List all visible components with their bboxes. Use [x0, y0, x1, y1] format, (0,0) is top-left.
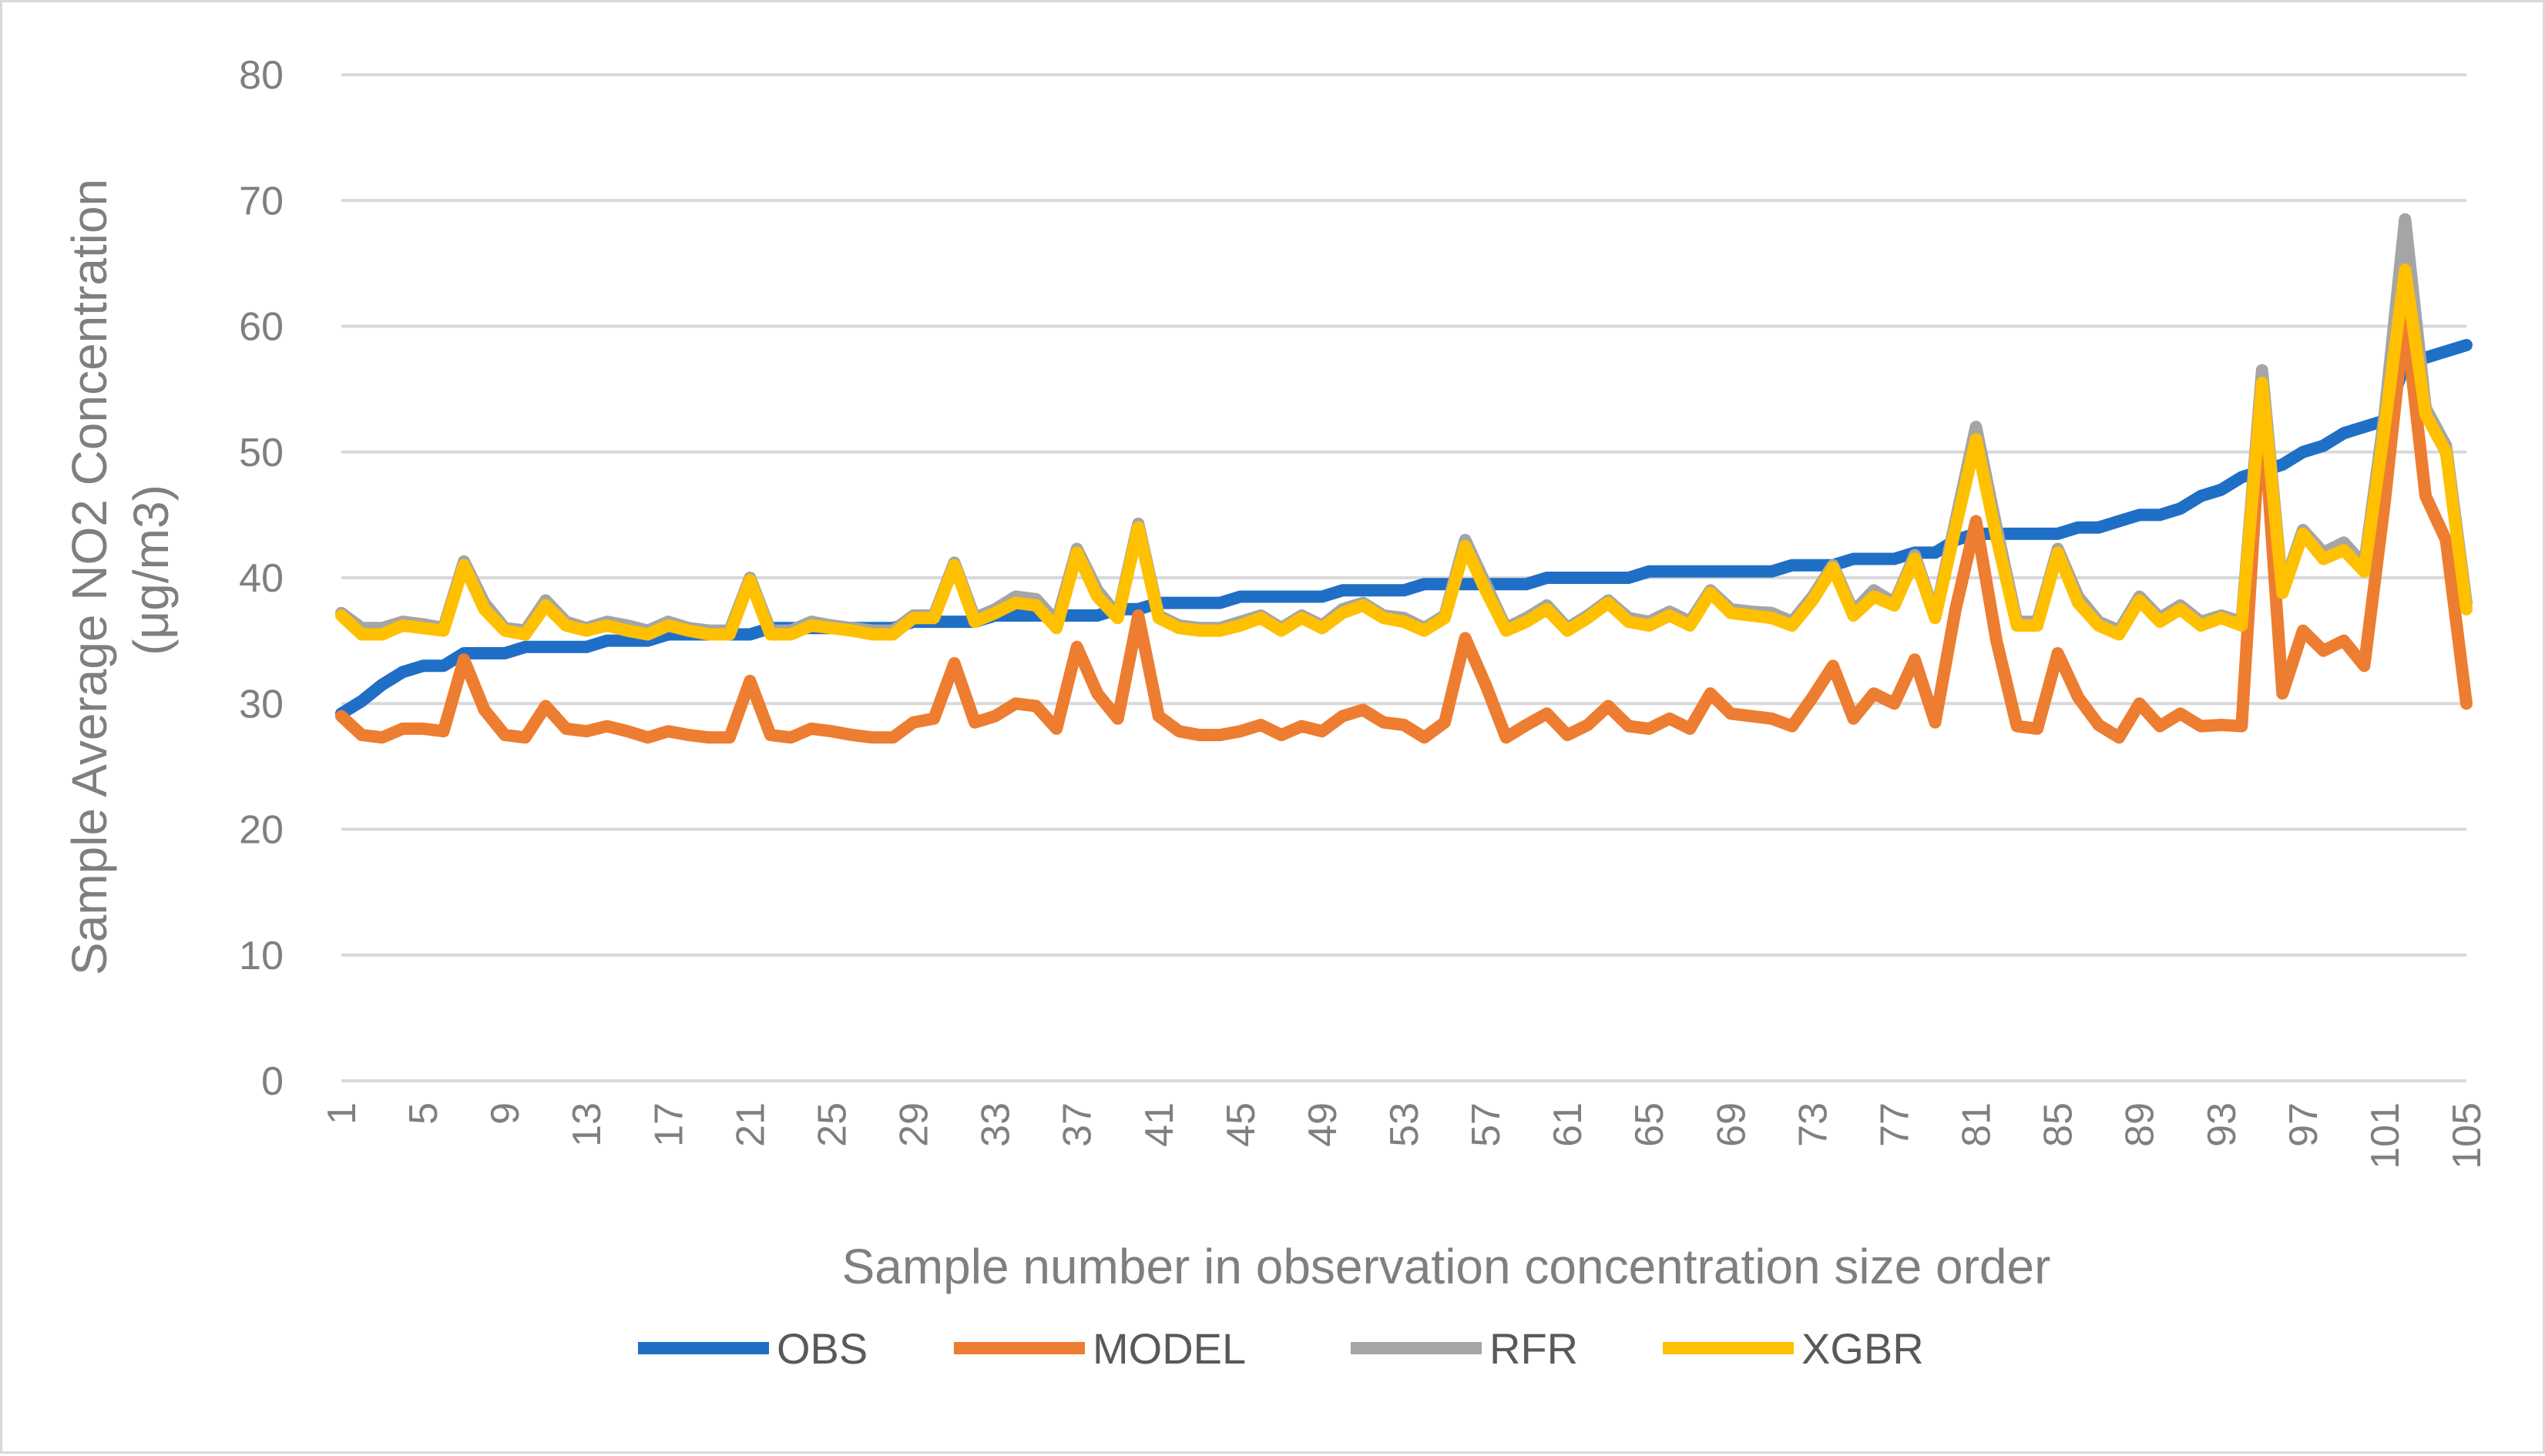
- x-tick-label: 61: [1546, 1102, 1590, 1147]
- gridlines: [341, 73, 2466, 1082]
- x-tick-label: 17: [646, 1102, 691, 1147]
- x-tick-label: 73: [1791, 1102, 1835, 1147]
- y-tick-label: 40: [239, 556, 284, 601]
- x-tick-label: 21: [728, 1102, 773, 1147]
- y-tick-label: 20: [239, 808, 284, 853]
- x-tick-label: 81: [1955, 1102, 1999, 1147]
- x-tick-label: 97: [2281, 1102, 2326, 1147]
- y-tick-label: 60: [239, 305, 284, 350]
- y-tick-label: 80: [239, 53, 284, 98]
- series-lines: [335, 213, 2473, 744]
- y-tick-label: 70: [239, 179, 284, 223]
- legend-label-rfr: RFR: [1489, 1324, 1578, 1373]
- y-axis-tick-labels: 0 10 20 30 40 50 60 70 80: [239, 53, 284, 1104]
- x-tick-label: 85: [2036, 1102, 2081, 1147]
- y-axis-title-line-2: (μg/m3): [123, 485, 179, 656]
- x-tick-label: 93: [2200, 1102, 2245, 1147]
- x-tick-label: 41: [1137, 1102, 1182, 1147]
- x-tick-label: 5: [401, 1102, 446, 1125]
- x-tick-label: 65: [1627, 1102, 1672, 1147]
- x-tick-label: 49: [1301, 1102, 1345, 1147]
- series-line-obs: [335, 339, 2473, 720]
- legend-label-model: MODEL: [1093, 1324, 1246, 1373]
- x-tick-label: 105: [2445, 1102, 2490, 1169]
- y-tick-label: 30: [239, 682, 284, 726]
- x-tick-label: 45: [1219, 1102, 1264, 1147]
- x-tick-label: 9: [483, 1102, 528, 1125]
- legend: OBS MODEL RFR XGBR: [638, 1324, 1924, 1373]
- x-tick-label: 29: [892, 1102, 937, 1147]
- x-axis-tick-labels: 1 5 9 13 17 21 25 29 33 37 41 45 49 53 57 61 65 69 73 77 81 8…: [320, 1102, 2490, 1169]
- y-tick-label: 10: [239, 934, 284, 978]
- x-tick-label: 25: [810, 1102, 854, 1147]
- x-tick-label: 1: [320, 1102, 364, 1125]
- series-line-xgbr: [335, 263, 2473, 641]
- y-axis-title-line-1: Sample Average NO2 Concentration: [62, 179, 117, 975]
- x-tick-label: 53: [1382, 1102, 1427, 1147]
- x-tick-label: 13: [565, 1102, 609, 1147]
- x-tick-label: 57: [1464, 1102, 1509, 1147]
- x-axis-title: Sample number in observation concentrati…: [842, 1239, 2051, 1294]
- x-tick-label: 37: [1056, 1102, 1100, 1147]
- x-tick-label: 101: [2363, 1102, 2408, 1169]
- legend-label-obs: OBS: [777, 1324, 868, 1373]
- legend-label-xgbr: XGBR: [1801, 1324, 1924, 1373]
- series-line-model: [335, 307, 2473, 744]
- y-tick-label: 0: [261, 1059, 284, 1104]
- x-tick-label: 77: [1872, 1102, 1917, 1147]
- series-line-rfr: [335, 213, 2473, 637]
- x-tick-label: 89: [2118, 1102, 2163, 1147]
- y-axis-title: Sample Average NO2 Concentration (μg/m3): [62, 165, 179, 975]
- x-tick-label: 69: [1709, 1102, 1754, 1147]
- x-tick-label: 33: [974, 1102, 1019, 1147]
- y-tick-label: 50: [239, 431, 284, 475]
